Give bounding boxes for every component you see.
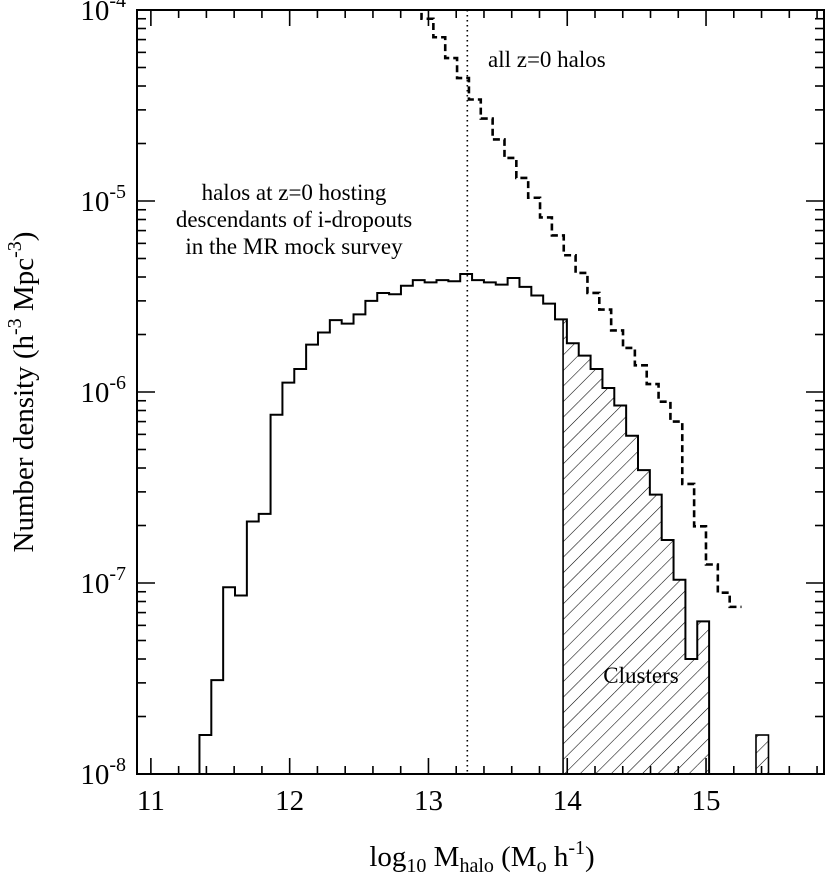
y-tick-label: 10-5 xyxy=(80,181,126,218)
annotation-dropouts-line1: halos at z=0 hosting xyxy=(202,180,387,205)
dashed-histogram-line xyxy=(420,10,742,609)
plot-area xyxy=(198,10,770,774)
clusters-hatch-region xyxy=(562,319,770,774)
solid-histogram-line xyxy=(198,272,711,774)
x-ticks: 11 12 13 14 15 xyxy=(137,10,818,817)
y-tick-label: 10-8 xyxy=(80,754,126,791)
all-halos-series xyxy=(420,10,742,609)
x-tick-label: 14 xyxy=(553,785,583,817)
y-tick-label: 10-6 xyxy=(80,372,126,409)
clusters-hatch-bin xyxy=(626,435,638,774)
y-tick-label: 10-4 xyxy=(80,0,126,27)
clusters-hatch-bin xyxy=(673,579,686,774)
y-tick-label: 10-7 xyxy=(80,563,126,600)
x-axis-title: log10 Mhalo (Mo h-1) xyxy=(369,837,594,877)
x-tick-label: 13 xyxy=(414,785,443,817)
clusters-hatch-bin xyxy=(697,621,710,774)
plot-frame xyxy=(136,9,825,775)
annotation-dropouts-line3: in the MR mock survey xyxy=(185,234,403,259)
clusters-hatch-bin xyxy=(566,343,579,774)
x-tick-label: 12 xyxy=(275,785,304,817)
clusters-hatch-bin xyxy=(649,494,662,774)
clusters-hatch-bin xyxy=(578,355,591,774)
dropout-descendants-series xyxy=(198,272,711,774)
clusters-hatch-bin xyxy=(602,387,615,774)
clusters-hatch-bin xyxy=(614,405,627,774)
y-ticks: 10-8 10-7 10-6 10-5 10-4 xyxy=(80,0,824,791)
x-tick-label: 15 xyxy=(692,785,721,817)
clusters-hatch-bin xyxy=(590,368,603,774)
x-tick-label: 11 xyxy=(137,785,165,817)
annotation-all-halos: all z=0 halos xyxy=(488,47,606,72)
y-axis-title: Number density (h-3 Mpc-3) xyxy=(4,232,40,553)
clusters-hatch-bin xyxy=(685,659,698,774)
annotation-clusters: Clusters xyxy=(603,663,678,688)
clusters-hatch-bin xyxy=(637,470,650,774)
clusters-hatch-bin xyxy=(661,539,674,774)
clusters-hatch-bin xyxy=(563,319,567,774)
annotation-dropouts-line2: descendants of i-dropouts xyxy=(176,207,412,232)
